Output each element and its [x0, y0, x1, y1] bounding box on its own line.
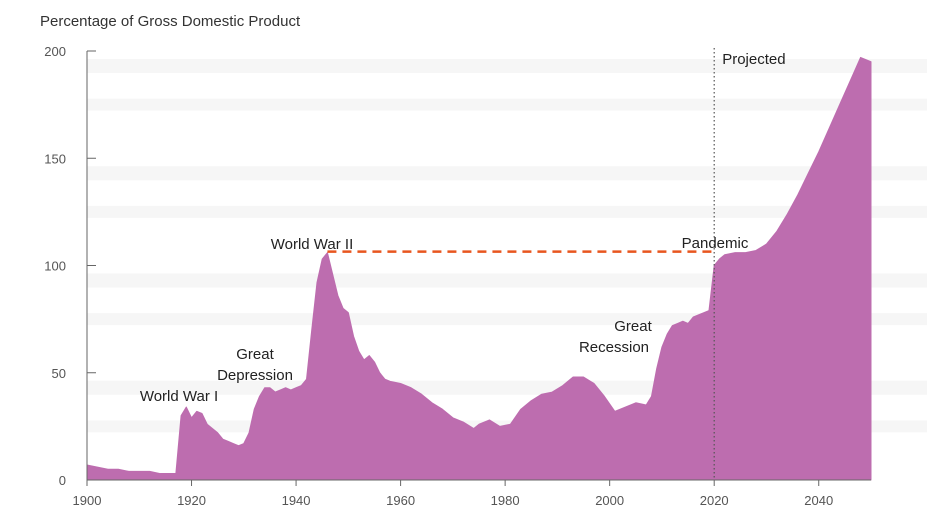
x-tick-label: 1900 [73, 493, 102, 508]
y-axis-label: Percentage of Gross Domestic Product [40, 13, 301, 30]
grid-band [87, 166, 927, 181]
annotation-world-war-1: World War I [140, 388, 218, 405]
projected-label: Projected [722, 51, 785, 68]
annotations: World War I Great Depression World War I… [140, 235, 749, 405]
grid-band [87, 205, 927, 218]
x-tick-label: 2040 [804, 493, 833, 508]
annotation-great-depression-line2: Depression [217, 367, 293, 384]
grid-band [87, 98, 927, 111]
x-tick-label: 1980 [491, 493, 520, 508]
y-ticks: 0 50 100 150 200 [44, 44, 96, 488]
x-tick-label: 1940 [282, 493, 311, 508]
area-layer [86, 56, 872, 481]
x-ticks: 1900 1920 1940 1960 1980 2000 2020 2040 [73, 480, 833, 508]
x-tick-label: 2000 [595, 493, 624, 508]
y-tick-label: 150 [44, 151, 66, 166]
annotation-great-recession-line2: Recession [579, 339, 649, 356]
y-tick-label: 200 [44, 44, 66, 59]
x-tick-label: 1960 [386, 493, 415, 508]
debt-area [86, 56, 872, 481]
y-tick-label: 50 [52, 366, 66, 381]
y-tick-label: 0 [59, 473, 66, 488]
x-tick-label: 1920 [177, 493, 206, 508]
annotation-great-depression-line1: Great [236, 346, 274, 363]
annotation-world-war-2: World War II [271, 236, 354, 253]
grid-band [87, 59, 927, 73]
x-tick-label: 2020 [700, 493, 729, 508]
y-tick-label: 100 [44, 259, 66, 274]
annotation-pandemic: Pandemic [682, 235, 749, 252]
annotation-great-recession-line1: Great [614, 318, 652, 335]
